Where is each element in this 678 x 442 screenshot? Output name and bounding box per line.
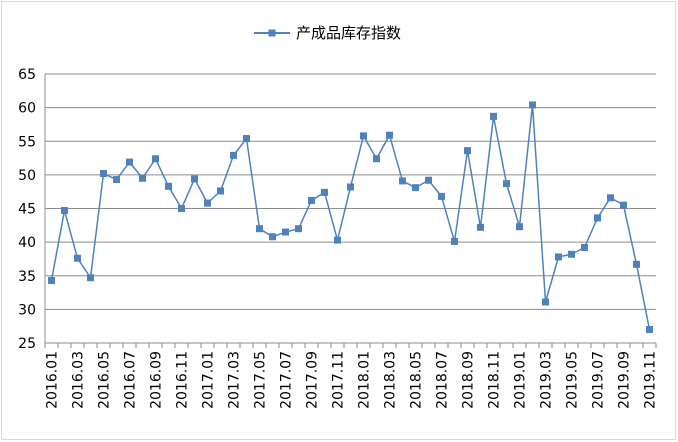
x-tick-label: 2018.05 <box>409 351 425 409</box>
data-point <box>425 176 432 184</box>
data-point <box>347 183 354 191</box>
data-point <box>204 199 211 207</box>
y-tick-label: 50 <box>18 168 36 184</box>
data-point <box>412 184 419 192</box>
data-point <box>243 135 250 143</box>
data-point <box>360 132 367 140</box>
data-point <box>256 225 263 233</box>
x-tick-label: 2017.11 <box>331 351 347 409</box>
x-tick-label: 2016.11 <box>175 351 191 409</box>
data-point <box>373 155 380 163</box>
x-tick-label: 2019.09 <box>617 351 633 409</box>
y-tick-label: 35 <box>18 269 36 285</box>
data-point <box>542 298 549 306</box>
y-tick-labels: 25 30 35 40 45 50 55 60 65 <box>18 67 36 352</box>
y-tick-label: 65 <box>18 67 36 83</box>
data-point <box>74 254 81 262</box>
x-tick-label: 2016.01 <box>45 351 61 409</box>
x-tick-label: 2017.01 <box>201 351 217 409</box>
data-point <box>386 131 393 139</box>
data-point <box>581 244 588 251</box>
data-point <box>100 170 107 178</box>
data-point <box>594 214 601 222</box>
data-point <box>126 158 133 166</box>
x-tick-label: 2016.09 <box>149 351 165 409</box>
data-point <box>464 147 471 155</box>
x-tick-label: 2017.05 <box>253 351 269 409</box>
x-tick-label: 2019.03 <box>539 351 555 409</box>
legend: 产成品库存指数 <box>254 24 401 42</box>
x-tick-label: 2018.01 <box>357 351 373 409</box>
x-tick-label: 2019.05 <box>565 351 581 409</box>
data-point <box>113 176 120 184</box>
data-point <box>308 196 315 204</box>
data-point <box>555 253 562 261</box>
series-line <box>50 104 651 330</box>
data-point <box>490 112 497 120</box>
data-point <box>282 228 289 236</box>
data-point <box>139 174 146 182</box>
data-point <box>529 101 536 109</box>
x-tick-label: 2019.11 <box>643 351 659 409</box>
x-tick-label: 2019.07 <box>591 351 607 409</box>
x-tick-label: 2018.07 <box>435 351 451 409</box>
data-point <box>165 182 172 190</box>
y-tick-label: 55 <box>18 134 36 150</box>
y-tick-label: 30 <box>18 302 36 318</box>
data-point <box>607 194 614 202</box>
data-point <box>230 151 237 159</box>
data-point <box>321 188 328 196</box>
data-point <box>438 192 445 200</box>
y-tick-label: 40 <box>18 235 36 251</box>
x-tick-label: 2018.09 <box>461 351 477 409</box>
data-point <box>477 223 484 231</box>
data-point <box>87 274 94 282</box>
data-point <box>620 201 627 209</box>
x-tick-label: 2016.03 <box>71 351 87 409</box>
data-point <box>61 207 68 215</box>
data-point <box>334 236 341 244</box>
x-tick-label: 2018.03 <box>383 351 399 409</box>
legend-marker-square <box>268 29 276 37</box>
x-tick-label: 2018.11 <box>487 351 503 409</box>
x-tick-label: 2017.03 <box>227 351 243 409</box>
series-layer <box>48 101 653 334</box>
data-point <box>568 250 575 258</box>
data-point <box>516 223 523 231</box>
x-tick-label: 2016.07 <box>123 351 139 409</box>
data-point <box>633 260 640 268</box>
y-tick-label: 45 <box>18 202 36 218</box>
x-tick-label: 2019.01 <box>513 351 529 409</box>
data-point <box>646 326 653 334</box>
data-point <box>503 180 510 188</box>
x-tick-label: 2016.05 <box>97 351 113 409</box>
gridlines <box>45 73 656 310</box>
data-point <box>399 177 406 185</box>
y-tick-label: 60 <box>18 101 36 117</box>
data-point <box>191 175 198 183</box>
data-point <box>217 187 224 195</box>
axes <box>44 74 657 348</box>
y-tick-label: 25 <box>18 336 36 352</box>
x-tick-labels: 2016.01 2016.03 2016.05 2016.07 2016.09 2016.… <box>45 351 659 409</box>
x-tick-label: 2017.09 <box>305 351 321 409</box>
data-point <box>152 155 159 163</box>
data-point <box>178 205 185 212</box>
x-tick-label: 2017.07 <box>279 351 295 409</box>
data-point <box>451 237 458 245</box>
data-point <box>295 225 302 233</box>
data-point <box>48 276 55 284</box>
legend-label: 产成品库存指数 <box>296 24 401 42</box>
data-point <box>269 233 276 241</box>
